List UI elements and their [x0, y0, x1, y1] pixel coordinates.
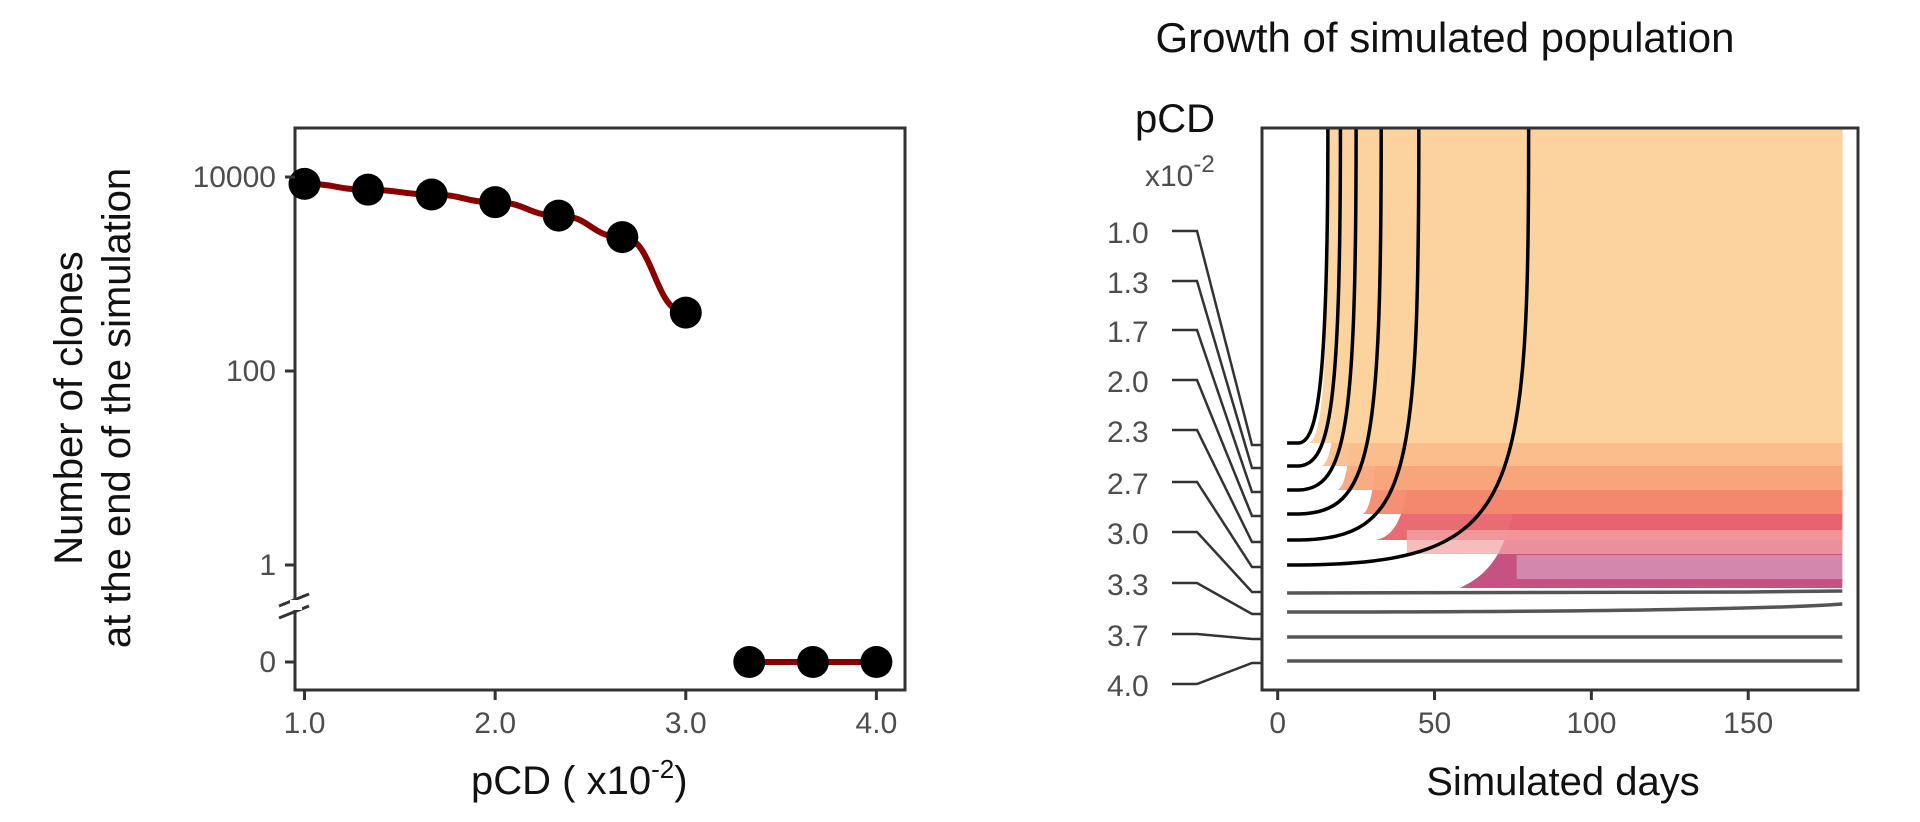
legend-label: 1.0 — [1107, 217, 1149, 250]
growth-curve-1.0 — [1287, 127, 1330, 445]
clones-point — [606, 221, 639, 254]
left-x-axis-label: pCD ( x10-2) — [471, 754, 688, 803]
clones-point — [479, 186, 512, 219]
legend-label: 4.0 — [1107, 670, 1149, 703]
growth-curve-1.7 — [1287, 127, 1358, 492]
right-legend-subtitle: x10-2 — [1145, 151, 1215, 193]
right-axes: 1.0 1.3 1.7 2.0 2.3 2.7 3.0 3.3 3.7 4.0 0 50 100 150 — [1107, 217, 1773, 740]
clones-point — [669, 296, 702, 329]
left-y-axis-label-line2: at the end of the simulation — [95, 168, 139, 648]
legend-label: 2.3 — [1107, 416, 1149, 449]
legend-label: 1.3 — [1107, 267, 1149, 300]
growth-curve-2.0 — [1287, 127, 1383, 516]
left-axes: 10000 100 1 01.0 2.0 3.0 4.0 — [193, 161, 898, 740]
legend-connector — [1172, 328, 1262, 494]
clones-point — [415, 178, 448, 211]
legend-connector — [1172, 279, 1262, 470]
growth-curve-3.0 — [1287, 589, 1843, 595]
growth-curve-2.7 — [1287, 127, 1531, 567]
left-y-tick-label: 1 — [259, 549, 276, 582]
legend-label: 2.0 — [1107, 366, 1149, 399]
legend-connector — [1172, 661, 1262, 686]
legend-connector — [1172, 632, 1262, 641]
left-x-tick-label: 2.0 — [474, 707, 516, 740]
growth-curve-3.3 — [1287, 602, 1843, 614]
legend-connector — [1172, 530, 1262, 594]
legend-label: 3.3 — [1107, 569, 1149, 602]
clones-point — [542, 199, 575, 232]
axis-break-gap — [290, 600, 302, 610]
growth-curve-2.3 — [1287, 127, 1421, 542]
right-x-tick-label: 100 — [1566, 707, 1616, 740]
growth-band — [1406, 530, 1843, 554]
clones-point — [796, 646, 829, 678]
growth-area-1.0 — [1309, 128, 1843, 443]
left-x-tick-label: 4.0 — [856, 707, 898, 740]
legend-connector — [1172, 581, 1262, 616]
population-growth-chart: Growth of simulated population 1.0 1.3 1.7… — [1107, 14, 1860, 804]
left-plot-frame — [293, 126, 907, 692]
right-x-tick-label: 150 — [1723, 707, 1773, 740]
left-y-tick-label: 0 — [259, 646, 276, 679]
axis-break-mark — [278, 604, 310, 620]
legend-label: 2.7 — [1107, 468, 1149, 501]
growth-curve-1.3 — [1287, 127, 1343, 468]
right-chart-title: Growth of simulated population — [1156, 14, 1735, 61]
right-x-tick-label: 50 — [1418, 707, 1451, 740]
left-marks — [288, 167, 893, 678]
legend-connector — [1172, 229, 1262, 447]
legend-connector — [1172, 378, 1262, 518]
right-legend-title: pCD — [1135, 97, 1215, 141]
legend-connector — [1172, 428, 1262, 544]
clones-point — [288, 167, 321, 200]
legend-connector — [1172, 480, 1262, 569]
left-y-tick-label: 10000 — [193, 161, 276, 194]
left-y-axis-label-line1: Number of clones — [47, 251, 91, 564]
legend-label: 3.7 — [1107, 620, 1149, 653]
legend-label: 1.7 — [1107, 316, 1149, 349]
right-plot-frame — [1260, 126, 1860, 692]
left-y-tick-label: 100 — [226, 355, 276, 388]
left-x-tick-label: 1.0 — [284, 707, 326, 740]
left-x-tick-label: 3.0 — [665, 707, 707, 740]
right-x-axis-label: Simulated days — [1426, 760, 1699, 804]
clones-point — [860, 646, 893, 678]
growth-band — [1516, 555, 1843, 579]
legend-label: 3.0 — [1107, 518, 1149, 551]
right-marks — [1287, 127, 1843, 663]
right-x-tick-label: 0 — [1269, 707, 1286, 740]
clones-point — [733, 646, 766, 678]
clones-point — [352, 173, 385, 206]
